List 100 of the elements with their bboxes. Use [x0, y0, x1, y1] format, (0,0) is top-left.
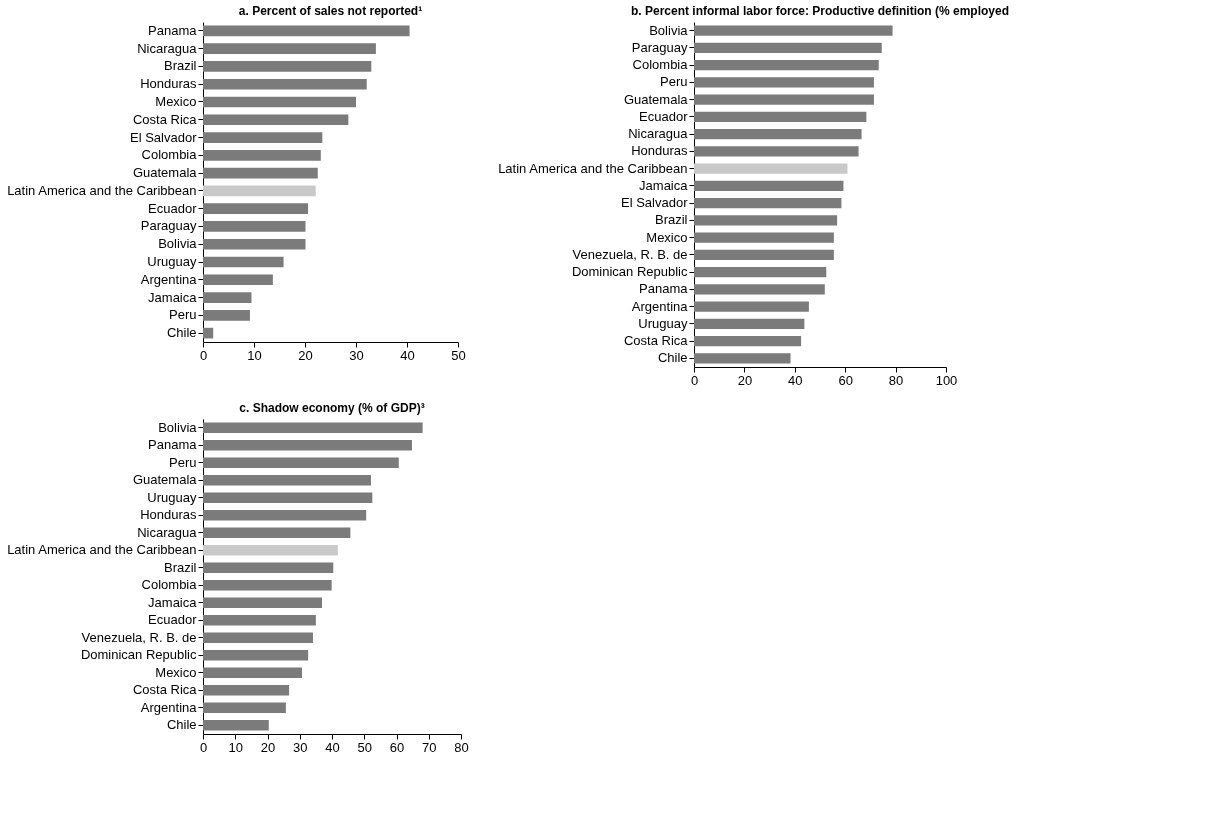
bar: [203, 632, 313, 643]
y-tick-label: Bolivia: [158, 419, 198, 435]
bar: [203, 185, 316, 197]
bar: [203, 422, 423, 433]
y-tick-label: Chile: [166, 717, 197, 733]
y-tick-label: Guatemala: [623, 91, 689, 107]
x-tick-label: 10: [247, 347, 262, 363]
bar: [694, 128, 862, 140]
bar: [203, 615, 316, 626]
chart-title: c. Shadow economy (% of GDP)³: [239, 401, 425, 415]
y-tick-label: Latin America and the Caribbean: [7, 182, 197, 198]
x-tick-label: 0: [199, 739, 208, 755]
bar: [203, 327, 214, 339]
bar: [203, 310, 250, 321]
x-tick-label: 50: [357, 739, 372, 755]
bar: [203, 457, 399, 468]
y-tick-label: Colombia: [141, 147, 198, 163]
y-tick-label: Colombia: [141, 577, 198, 593]
bar: [694, 25, 893, 36]
x-tick-label: 20: [737, 372, 753, 388]
bar: [203, 78, 367, 90]
bar: [694, 146, 859, 157]
y-tick-label: Costa Rica: [623, 333, 689, 349]
x-tick-label: 30: [293, 739, 308, 755]
bar: [203, 150, 321, 161]
bar: [203, 545, 338, 556]
bar: [203, 132, 323, 143]
y-tick-label: Paraguay: [140, 218, 197, 234]
y-tick-label: Guatemala: [132, 472, 198, 488]
x-tick-label: 30: [349, 347, 364, 363]
bar: [203, 597, 322, 608]
bar: [203, 292, 252, 303]
bar: [203, 702, 286, 713]
y-tick-label: Nicaragua: [628, 126, 689, 142]
x-tick-label: 70: [422, 739, 437, 755]
x-tick-label: 40: [400, 347, 415, 363]
bar: [203, 667, 303, 678]
x-tick-label: 0: [690, 372, 699, 388]
bar: [694, 42, 882, 54]
y-tick-label: Mexico: [155, 94, 197, 109]
bar: [203, 274, 273, 286]
bar: [203, 580, 332, 591]
y-tick-label: Costa Rica: [132, 682, 198, 698]
y-tick-label: Venezuela, R. B. de: [572, 246, 688, 262]
bar: [203, 440, 412, 451]
y-tick-label: Paraguay: [631, 39, 688, 55]
y-tick-label: Colombia: [632, 57, 689, 73]
bar: [203, 221, 306, 232]
bar: [203, 238, 306, 250]
y-tick-label: Jamaica: [148, 594, 198, 610]
bar: [694, 163, 848, 174]
y-tick-label: Honduras: [140, 76, 197, 92]
bar: [203, 720, 269, 731]
y-tick-label: Costa Rica: [132, 111, 198, 127]
y-tick-label: Latin America and the Caribbean: [7, 542, 197, 558]
y-tick-label: Bolivia: [649, 22, 689, 38]
y-tick-label: Dominican Republic: [80, 647, 197, 663]
y-tick-label: Nicaragua: [137, 40, 198, 56]
bar: [694, 59, 879, 71]
chart-title: a. Percent of sales not reported¹: [238, 4, 423, 18]
y-tick-label: Argentina: [140, 271, 198, 287]
y-tick-label: Latin America and the Caribbean: [498, 160, 688, 176]
y-tick-label: Brazil: [654, 212, 688, 228]
bar: [694, 266, 827, 278]
y-tick-label: Mexico: [646, 229, 688, 245]
x-tick-label: 0: [199, 347, 208, 363]
y-tick-label: Peru: [169, 454, 197, 470]
chart-title: b. Percent informal labor force: Productive definition (% employed: [630, 4, 1010, 18]
bar: [203, 114, 349, 126]
bar: [694, 335, 802, 347]
y-tick-label: Mexico: [155, 664, 197, 680]
y-tick-label: Jamaica: [639, 177, 689, 193]
bar: [203, 562, 334, 573]
y-tick-label: Uruguay: [147, 254, 197, 269]
y-tick-label: Nicaragua: [137, 524, 198, 540]
x-tick-label: 50: [451, 347, 466, 363]
bar: [203, 43, 376, 54]
x-tick-label: 100: [935, 372, 958, 388]
bar: [203, 61, 372, 72]
bar: [694, 301, 809, 312]
y-tick-label: Ecuador: [639, 108, 689, 124]
y-tick-label: Argentina: [631, 298, 689, 314]
bar: [694, 232, 834, 243]
bar: [694, 197, 842, 209]
y-tick-label: Honduras: [631, 143, 688, 159]
y-tick-label: Brazil: [163, 559, 197, 575]
y-tick-label: Panama: [148, 437, 198, 453]
bar: [203, 167, 318, 179]
x-tick-label: 60: [389, 739, 405, 755]
y-tick-label: Uruguay: [638, 315, 688, 331]
y-tick-label: Ecuador: [148, 612, 198, 628]
y-tick-label: Uruguay: [147, 489, 197, 505]
x-tick-label: 80: [454, 739, 469, 755]
bar: [203, 203, 309, 214]
bar: [203, 685, 290, 696]
bar: [203, 650, 309, 661]
x-tick-label: 20: [298, 347, 313, 363]
y-tick-label: Panama: [639, 281, 689, 297]
bar: [694, 77, 874, 88]
y-tick-label: El Salvador: [621, 195, 689, 211]
